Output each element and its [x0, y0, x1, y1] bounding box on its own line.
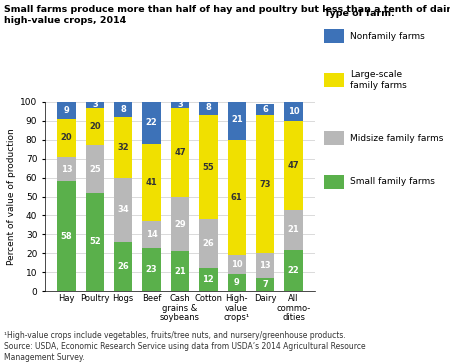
Text: Small family farms: Small family farms	[350, 178, 435, 186]
Bar	[142, 248, 161, 291]
Text: 22: 22	[146, 118, 158, 127]
Text: 34: 34	[117, 205, 129, 214]
Text: 26: 26	[202, 240, 214, 248]
Text: 61: 61	[231, 193, 243, 202]
Bar	[256, 104, 274, 115]
Bar	[57, 102, 76, 119]
Bar	[171, 102, 189, 108]
Text: ¹High-value crops include vegetables, fruits/tree nuts, and nursery/greenhouse p: ¹High-value crops include vegetables, fr…	[4, 331, 366, 362]
Text: 9: 9	[234, 278, 240, 287]
Text: Large-scale
family farms: Large-scale family farms	[350, 70, 406, 90]
Bar	[57, 157, 76, 181]
Bar	[256, 253, 274, 278]
Y-axis label: Percent of value of production: Percent of value of production	[7, 128, 16, 265]
Text: 41: 41	[146, 178, 158, 187]
Text: 14: 14	[146, 230, 158, 239]
Text: high-value crops, 2014: high-value crops, 2014	[4, 16, 127, 25]
Bar	[199, 100, 218, 115]
Text: 8: 8	[120, 105, 126, 114]
Text: Midsize family farms: Midsize family farms	[350, 134, 443, 143]
Text: 21: 21	[288, 225, 299, 234]
Text: 10: 10	[231, 260, 243, 269]
Text: 22: 22	[288, 266, 299, 275]
Bar	[142, 102, 161, 143]
Bar	[114, 178, 132, 242]
Text: 47: 47	[288, 161, 299, 170]
Bar	[57, 181, 76, 291]
Text: 9: 9	[63, 106, 69, 115]
Bar	[114, 242, 132, 291]
Bar	[228, 274, 246, 291]
Text: 32: 32	[117, 143, 129, 152]
Text: Small farms produce more than half of hay and poultry but less than a tenth of d: Small farms produce more than half of ha…	[4, 5, 450, 15]
Bar	[199, 115, 218, 219]
Bar	[284, 250, 303, 291]
Text: 25: 25	[89, 165, 101, 174]
Bar	[86, 102, 104, 108]
Bar	[199, 219, 218, 269]
Text: 21: 21	[174, 267, 186, 276]
Bar	[256, 115, 274, 253]
Text: 7: 7	[262, 280, 268, 289]
Bar	[86, 108, 104, 146]
Text: 12: 12	[202, 275, 214, 284]
Text: 3: 3	[177, 100, 183, 109]
Bar	[142, 221, 161, 248]
Bar	[171, 197, 189, 252]
Text: 55: 55	[202, 163, 214, 172]
Bar	[171, 108, 189, 197]
Text: 20: 20	[89, 122, 101, 131]
Bar	[142, 143, 161, 221]
Text: 58: 58	[61, 232, 72, 241]
Bar	[199, 269, 218, 291]
Bar	[228, 255, 246, 274]
Text: 20: 20	[61, 133, 72, 142]
Text: 3: 3	[92, 100, 98, 109]
Bar	[86, 193, 104, 291]
Text: Nonfamily farms: Nonfamily farms	[350, 32, 424, 41]
Text: 10: 10	[288, 107, 299, 116]
Text: 21: 21	[231, 115, 243, 124]
Text: 6: 6	[262, 105, 268, 114]
Text: 52: 52	[89, 237, 101, 246]
Text: 47: 47	[174, 147, 186, 157]
Bar	[284, 102, 303, 121]
Bar	[57, 119, 76, 157]
Text: 73: 73	[259, 180, 271, 189]
Bar	[256, 278, 274, 291]
Text: 23: 23	[146, 265, 158, 274]
Bar	[171, 252, 189, 291]
Bar	[228, 100, 246, 140]
Text: 13: 13	[259, 261, 271, 270]
Bar	[114, 117, 132, 178]
Bar	[228, 140, 246, 255]
Text: 26: 26	[117, 262, 129, 271]
Bar	[114, 102, 132, 117]
Bar	[284, 210, 303, 250]
Text: 8: 8	[206, 103, 211, 112]
Text: 29: 29	[174, 219, 186, 229]
Text: 13: 13	[61, 165, 72, 174]
Bar	[284, 121, 303, 210]
Bar	[86, 146, 104, 193]
Text: Type of farm:: Type of farm:	[324, 9, 395, 18]
